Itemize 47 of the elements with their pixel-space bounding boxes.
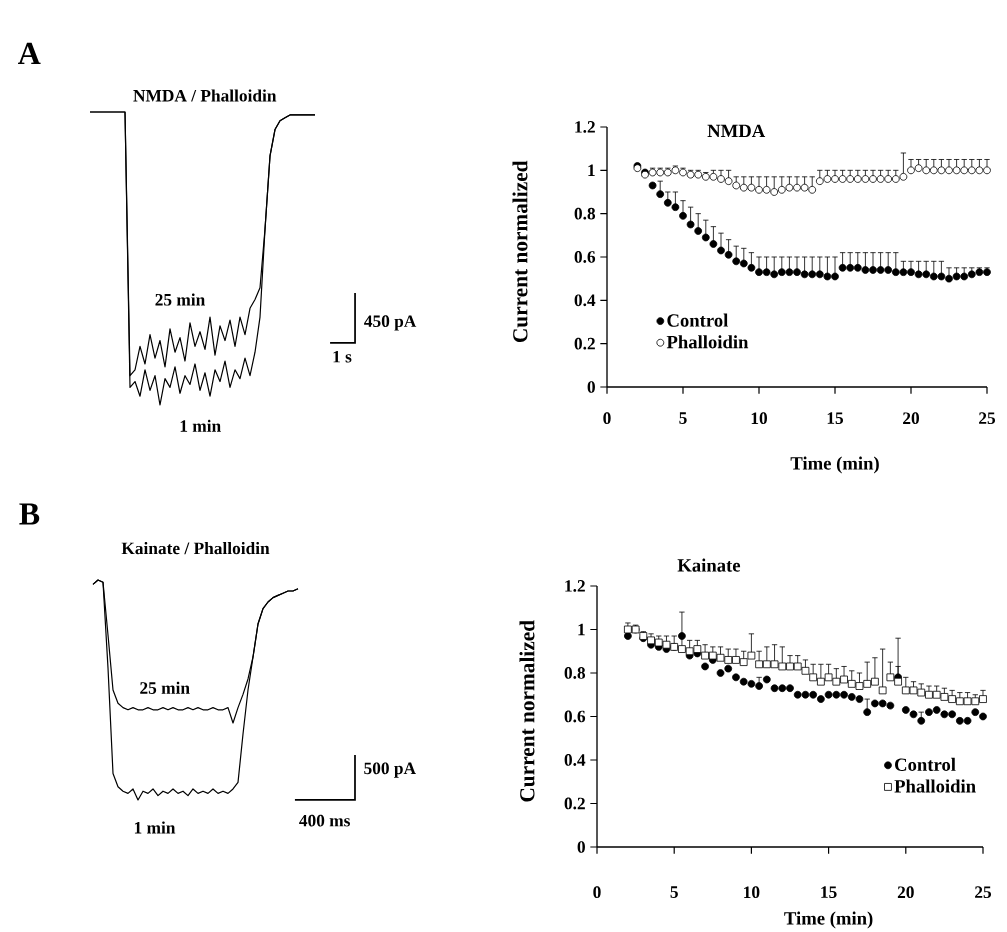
y-tick-label: 0.2	[564, 797, 585, 810]
text: 450 pA	[364, 315, 417, 331]
legend-label: Phalloidin	[894, 779, 976, 793]
y-tick-label: 0.8	[574, 207, 596, 220]
y-tick-label: 0.6	[564, 710, 586, 723]
text: 400 ms	[299, 814, 350, 827]
x-tick-label: 5	[670, 886, 678, 898]
y-tick-label: 0.2	[574, 337, 595, 350]
x-tick-label: 0	[603, 412, 611, 425]
x-tick-label: 25	[975, 886, 992, 899]
x-axis-title: Time (min)	[784, 911, 873, 929]
x-tick-label: 5	[679, 412, 687, 424]
y-tick-label: 1	[588, 164, 595, 177]
legend-label: Control	[667, 313, 729, 327]
x-tick-label: 10	[744, 886, 760, 899]
chart-title: Kainate / Phalloidin	[121, 541, 270, 555]
y-tick-label: 0.6	[574, 251, 596, 263]
x-tick-label: 20	[903, 412, 920, 425]
y-tick-label: 0	[587, 381, 595, 393]
x-tick-label: 15	[821, 886, 837, 898]
text: A	[18, 42, 41, 64]
x-tick-label: 20	[897, 886, 914, 899]
y-axis-title: Current normalized	[519, 620, 535, 802]
y-tick-label: 0.4	[564, 754, 586, 766]
legend-label: Control	[895, 757, 956, 771]
legend-label: Phalloidin	[666, 335, 749, 349]
text: 500 pA	[364, 762, 416, 778]
text: 1 s	[333, 350, 352, 363]
series-label: 1 min	[180, 419, 221, 432]
series-label: 25 min	[140, 681, 190, 694]
y-tick-label: 1.2	[575, 121, 595, 133]
y-tick-label: 0.8	[564, 667, 586, 679]
y-axis-title: Current normalized	[512, 160, 528, 343]
x-tick-label: 15	[827, 412, 844, 424]
y-tick-label: 1	[578, 623, 585, 636]
series-label: 25 min	[155, 293, 206, 306]
x-tick-label: 10	[751, 412, 768, 425]
text: B	[19, 503, 40, 525]
y-tick-label: 1.2	[565, 580, 585, 592]
y-tick-label: 0	[577, 841, 585, 853]
chart-title: NMDA / Phalloidin	[133, 89, 277, 102]
chart-title: Kainate	[677, 558, 741, 572]
chart-title: NMDA	[707, 124, 766, 138]
x-tick-label: 25	[979, 412, 996, 425]
series-label: 1 min	[134, 821, 176, 834]
y-tick-label: 0.4	[574, 294, 596, 307]
x-axis-title: Time (min)	[790, 456, 879, 474]
